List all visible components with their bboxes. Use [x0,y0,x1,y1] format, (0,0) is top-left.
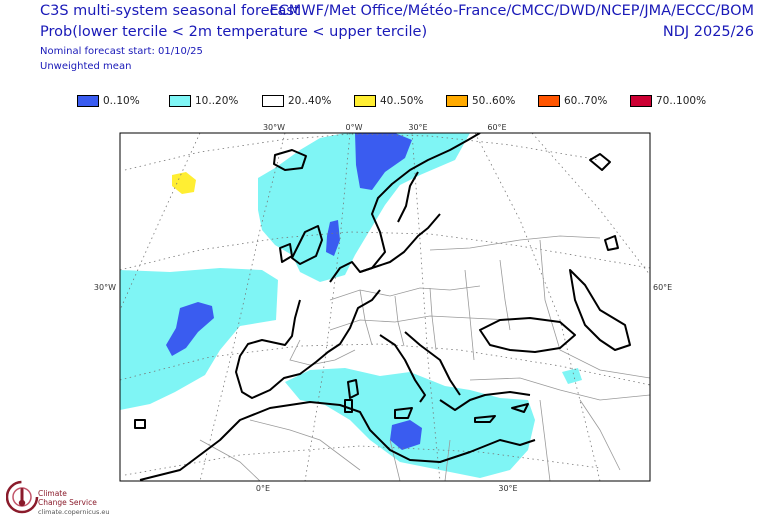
systems-label: ECMWF/Met Office/Météo-France/CMCC/DWD/N… [269,3,754,19]
legend-item: 50..60% [446,94,515,108]
thermometer-icon [20,488,24,502]
map-ticks: 30°W 0°W 30°E 60°E 30°W 60°E 0°E 30°E [94,123,672,493]
bottom-tick-label: 0°E [256,484,270,493]
graticule [120,133,650,481]
legend-label: 60..70% [564,95,608,107]
map-area [120,133,650,481]
period-label: NDJ 2025/26 [662,24,754,40]
legend-label: 70..100% [656,95,707,107]
legend-label: 10..20% [195,95,239,107]
legend-swatch [77,95,99,107]
legend-label: 0..10% [103,95,140,107]
legend-item: 60..70% [538,94,607,108]
legend-item: 40..50% [354,94,423,108]
legend-swatch [630,95,652,107]
legend-label: 40..50% [380,95,424,107]
left-tick-label: 30°W [94,283,116,292]
coastlines [134,133,631,481]
legend-item: 20..40% [262,94,331,108]
title-line-2: Prob(lower tercile < 2m temperature < up… [40,24,428,40]
thermometer-bulb-icon [18,499,26,507]
top-tick-label: 30°W [263,123,285,132]
prob-40-50-region [172,172,196,194]
weighting-label: Unweighted mean [40,61,132,72]
legend-label: 20..40% [288,95,332,107]
country-borders [199,235,650,481]
legend-swatch [446,95,468,107]
legend-swatch [538,95,560,107]
forecast-start-label: Nominal forecast start: 01/10/25 [40,46,203,57]
legend-item: 0..10% [77,94,140,108]
map-frame [119,132,651,482]
legend-item: 70..100% [630,94,706,108]
top-tick-label: 0°W [346,123,363,132]
logo-name: Climate Change Service [38,489,97,507]
right-tick-label: 60°E [653,283,672,292]
copernicus-logo [6,480,39,514]
legend-swatch [169,95,191,107]
logo-ring-icon [6,480,39,514]
logo-url: climate.copernicus.eu [38,508,110,516]
top-tick-label: 60°E [487,123,506,132]
legend-label: 50..60% [472,95,516,107]
legend-swatch [354,95,376,107]
logo-name-line-1: Climate [38,489,67,498]
legend: 0..10% 10..20% 20..40% 40..50% 50..60% 6… [0,94,760,112]
logo-name-line-2: Change Service [38,498,97,507]
top-tick-label: 30°E [408,123,427,132]
prob-0-10-regions [166,133,422,450]
legend-item: 10..20% [169,94,238,108]
legend-swatch [262,95,284,107]
title-line-1: C3S multi-system seasonal forecast [40,3,300,19]
bottom-tick-label: 30°E [498,484,517,493]
